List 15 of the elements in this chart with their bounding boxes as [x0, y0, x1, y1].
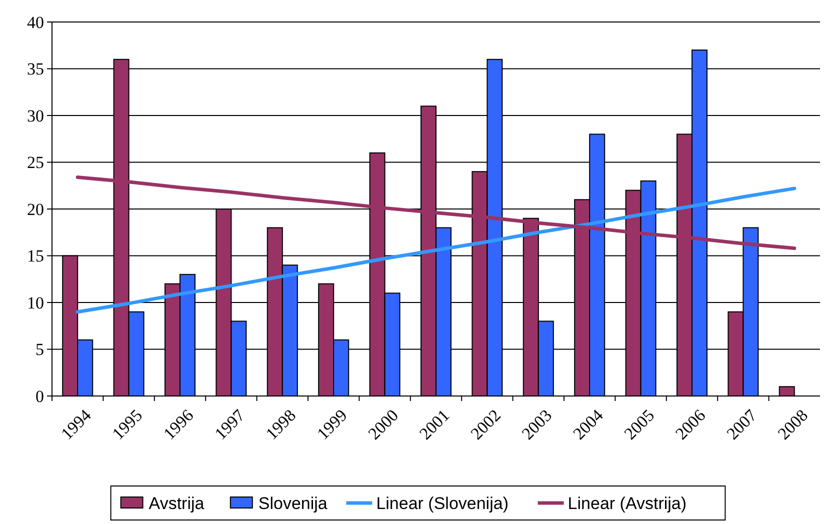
y-tick-label: 10: [27, 293, 44, 312]
bar: [778, 386, 795, 396]
legend-label: Linear (Avstrija): [568, 494, 687, 513]
line-series: [76, 186, 796, 314]
legend-label: Linear (Slovenija): [376, 494, 508, 513]
y-tick-label: 15: [27, 246, 44, 266]
y-tick-label: 0: [36, 386, 44, 406]
y-tick-label: 25: [27, 153, 44, 172]
y-tick-label: 40: [27, 12, 44, 32]
y-tick-label: 20: [27, 200, 44, 219]
y-tick-label: 5: [36, 340, 44, 360]
y-tick-label: 30: [27, 106, 44, 126]
y-tick-label: 35: [27, 60, 44, 79]
legend-label: Slovenija: [258, 494, 328, 513]
legend-label: Avstrija: [148, 494, 205, 513]
